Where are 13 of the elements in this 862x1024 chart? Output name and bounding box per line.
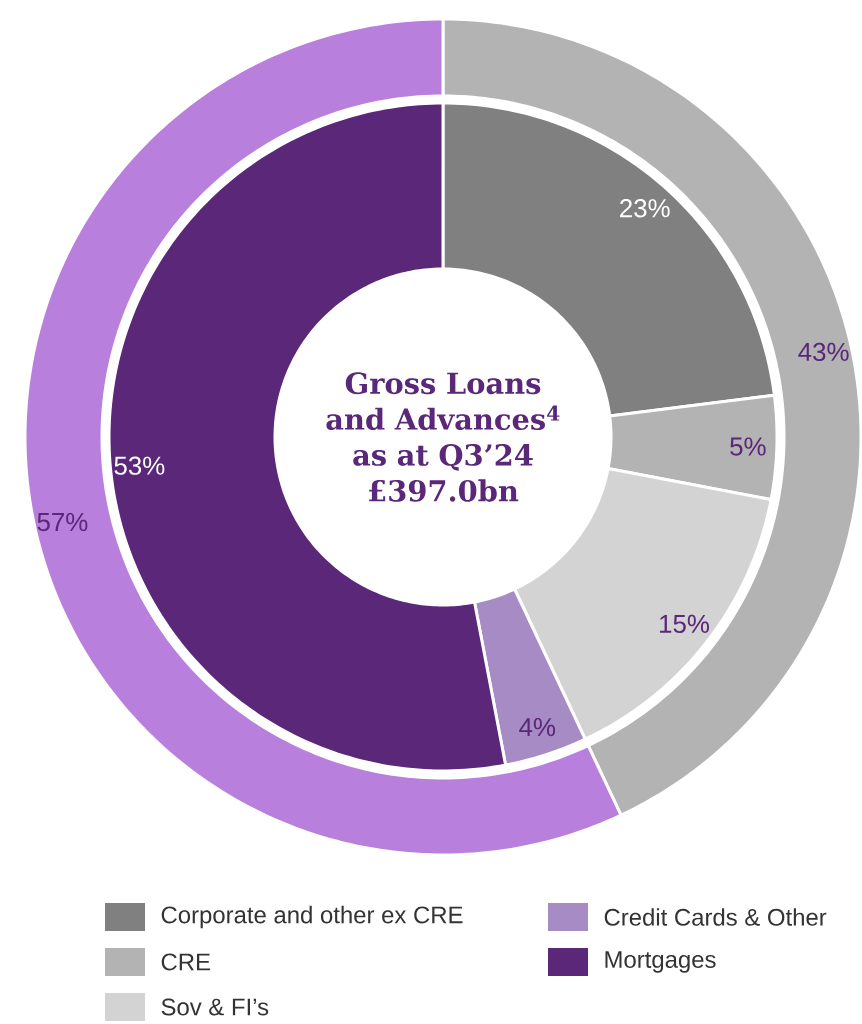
data-label: 57% bbox=[37, 512, 88, 532]
chart-title: Gross Loans and Advances$^{4}$ as at Q3’24 £397.0bn bbox=[326, 372, 560, 502]
legend-label: Sov & FI’s bbox=[161, 998, 269, 1016]
legend-label: Mortgages bbox=[605, 951, 716, 973]
data-label: 15% bbox=[660, 614, 709, 634]
data-label: 23% bbox=[620, 199, 670, 218]
legend-label: Credit Cards & Other bbox=[604, 908, 827, 926]
data-label: 43% bbox=[798, 342, 849, 362]
data-label: 5% bbox=[730, 437, 766, 456]
legend-label: CRE bbox=[161, 953, 210, 971]
data-label: 53% bbox=[114, 456, 165, 475]
legend-label: Corporate and other ex CRE bbox=[161, 905, 463, 929]
data-label: 4% bbox=[519, 718, 556, 737]
